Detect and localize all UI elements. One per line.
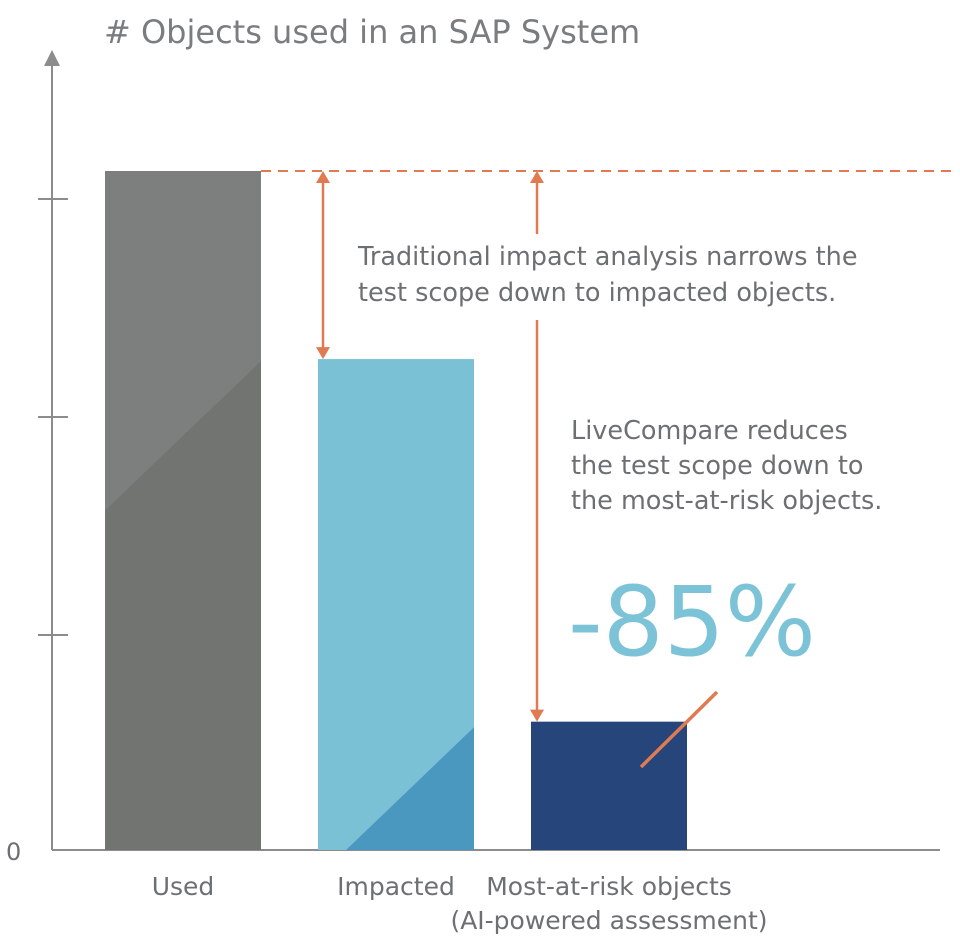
risk-arrow-head-bottom (530, 709, 544, 722)
category-label: Most-at-risk objects (486, 872, 732, 901)
y-axis-arrowhead (44, 50, 60, 66)
impacted-arrow-head-bottom (316, 347, 330, 360)
impacted-arrow-head-top (316, 171, 330, 183)
bar-2 (531, 721, 687, 850)
traditional-annotation: Traditional impact analysis narrows the … (357, 242, 866, 308)
y-tick-label-zero: 0 (6, 838, 21, 866)
chart-title: # Objects used in an SAP System (104, 13, 640, 51)
traditional-annotation-line: test scope down to impacted objects. (358, 278, 836, 308)
livecompare-annotation-line: the most-at-risk objects. (571, 486, 882, 516)
reduction-pointer (639, 690, 719, 769)
risk-arrow-head-top (530, 171, 544, 183)
category-label: Impacted (337, 872, 455, 901)
traditional-annotation-line: Traditional impact analysis narrows the (357, 242, 858, 272)
bar-shade-1 (346, 727, 474, 850)
category-label: Used (152, 872, 215, 901)
livecompare-annotation-line: LiveCompare reduces (571, 416, 848, 446)
livecompare-annotation: LiveCompare reduces the test scope down … (571, 416, 882, 516)
reduction-percentage: -85% (568, 566, 816, 678)
livecompare-annotation-line: the test scope down to (571, 451, 863, 481)
bar-shade-0 (105, 361, 261, 850)
category-label: (AI-powered assessment) (450, 906, 767, 935)
